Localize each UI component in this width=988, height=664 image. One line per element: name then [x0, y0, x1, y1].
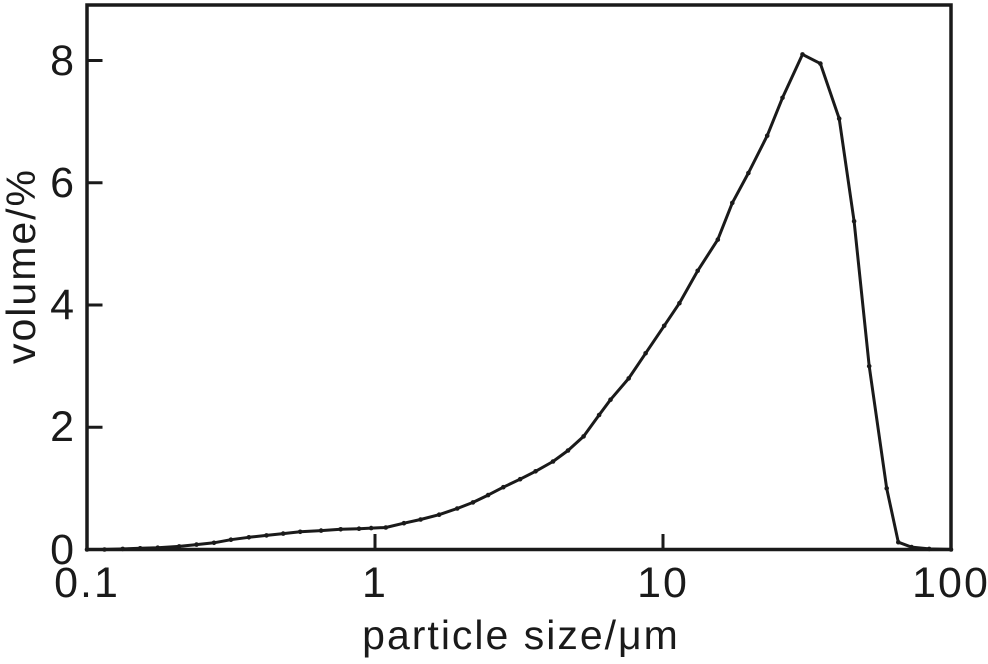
- data-point: [137, 546, 143, 551]
- x-tick-label: 0.1: [54, 559, 120, 607]
- data-point: [866, 363, 872, 369]
- plot-frame: [85, 3, 953, 552]
- data-point: [746, 170, 751, 176]
- data-point: [470, 500, 476, 505]
- data-point: [608, 397, 613, 403]
- y-tick-label: 8: [50, 36, 76, 85]
- data-point: [550, 459, 556, 464]
- data-point: [730, 200, 735, 206]
- data-point: [909, 544, 914, 550]
- data-point: [228, 537, 234, 542]
- x-tick-label: 100: [912, 559, 988, 607]
- data-point: [501, 484, 506, 490]
- data-point: [836, 116, 842, 121]
- data-point: [418, 517, 423, 522]
- data-point: [84, 547, 90, 552]
- data-point: [383, 525, 389, 530]
- data-point: [851, 219, 857, 224]
- data-point: [715, 237, 721, 242]
- data-point: [581, 434, 586, 439]
- y-tick-label: 2: [50, 403, 76, 452]
- data-point: [454, 506, 460, 511]
- data-point: [318, 528, 324, 533]
- data-point: [176, 544, 182, 549]
- data-point: [485, 492, 491, 498]
- x-tick-label: 1: [362, 559, 388, 607]
- data-point: [780, 95, 785, 101]
- data-point: [246, 535, 252, 540]
- data-point: [264, 533, 269, 538]
- data-point: [120, 546, 125, 552]
- data-point: [517, 476, 523, 482]
- data-point: [211, 540, 217, 546]
- data-point: [533, 469, 538, 474]
- distribution-curve: [85, 52, 953, 551]
- data-point: [356, 526, 362, 531]
- data-point: [626, 376, 631, 381]
- data-point: [926, 546, 932, 552]
- y-tick-label: 4: [50, 281, 76, 329]
- data-point: [800, 52, 805, 57]
- x-axis-title: particle size/μm: [362, 612, 680, 658]
- x-tick-label: 10: [637, 559, 689, 607]
- data-point: [102, 547, 107, 552]
- data-point: [194, 542, 199, 547]
- data-point: [948, 547, 954, 552]
- data-point: [884, 486, 889, 491]
- data-point: [643, 351, 648, 356]
- data-point: [896, 539, 901, 545]
- data-point: [297, 529, 303, 535]
- data-point: [661, 323, 667, 329]
- data-point: [565, 448, 571, 453]
- data-point: [818, 61, 823, 66]
- data-point: [401, 520, 407, 526]
- data-point-markers: [84, 52, 954, 552]
- data-point: [436, 512, 442, 517]
- data-point: [677, 300, 682, 306]
- data-point: [368, 525, 374, 531]
- data-point: [280, 531, 286, 536]
- data-point: [155, 545, 160, 550]
- data-point: [338, 527, 344, 532]
- y-tick-label: 6: [50, 158, 76, 207]
- data-point: [764, 133, 770, 138]
- y-tick-label: 0: [50, 525, 76, 574]
- data-point: [695, 268, 700, 274]
- data-point: [596, 412, 602, 418]
